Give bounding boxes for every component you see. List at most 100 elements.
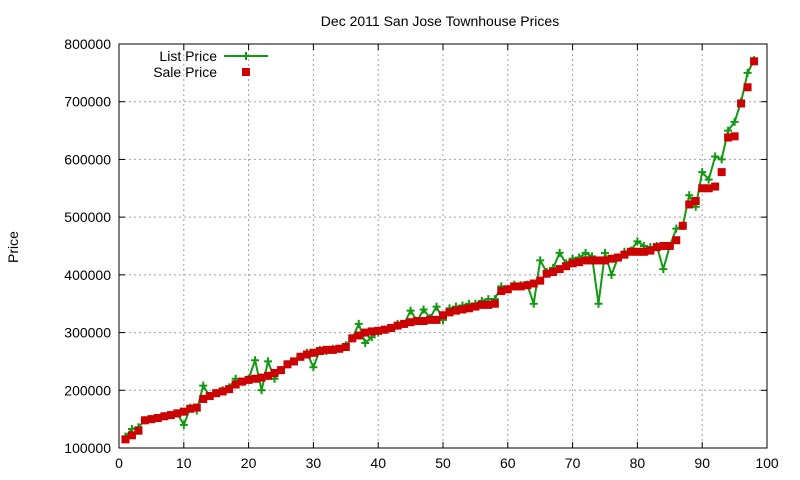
x-tick-label: 10: [176, 455, 192, 471]
x-tick-label: 40: [370, 455, 386, 471]
sale-price-point: [413, 317, 422, 326]
sale-price-point: [192, 403, 201, 412]
list-price-point: [309, 363, 318, 372]
sale-price-point: [594, 256, 603, 265]
sale-price-point: [724, 133, 733, 142]
sale-price-point: [244, 375, 253, 384]
legend-label-list-price: List Price: [159, 48, 217, 64]
sale-price-point: [484, 300, 493, 309]
list-price-point: [711, 152, 720, 161]
sale-price-point: [367, 327, 376, 336]
sale-price-point: [477, 300, 486, 309]
sale-price-point: [348, 334, 357, 343]
list-price-point: [581, 248, 590, 257]
x-tick-label: 20: [241, 455, 257, 471]
list-price-point: [601, 248, 609, 257]
sale-price-point: [646, 246, 655, 255]
sale-price-point: [283, 360, 292, 369]
sale-price-point: [698, 184, 707, 193]
sale-price-point: [419, 317, 428, 326]
legend-marker-list-price: [242, 52, 250, 60]
list-price-point: [419, 305, 428, 314]
sale-price-point: [717, 168, 726, 177]
sale-price-point: [581, 256, 590, 265]
sale-price-point: [426, 315, 435, 324]
sale-price-point: [264, 371, 273, 380]
sale-price-point: [685, 200, 694, 209]
sale-price-point: [400, 319, 409, 328]
y-tick-label: 200000: [64, 382, 111, 398]
sale-price-point: [451, 306, 460, 315]
sale-price-point: [140, 416, 149, 425]
sale-price-point: [121, 435, 130, 444]
sale-price-point: [639, 247, 648, 256]
x-tick-label: 100: [755, 455, 779, 471]
list-price-point: [555, 248, 564, 257]
series-sale-price: [121, 57, 759, 444]
legend-marker-sale-price: [242, 68, 250, 76]
sale-price-point: [555, 265, 564, 274]
sale-price-point: [711, 182, 720, 191]
sale-price-point: [374, 326, 383, 335]
y-axis-label: Price: [5, 231, 21, 263]
sale-price-point: [199, 394, 208, 403]
y-tick-label: 600000: [64, 151, 111, 167]
legend: List Price Sale Price: [153, 48, 268, 80]
sale-price-point: [134, 426, 143, 435]
y-tick-label: 100000: [64, 440, 111, 456]
sale-price-point: [296, 352, 305, 361]
sale-price-point: [743, 83, 752, 92]
sale-price-point: [730, 132, 739, 141]
sale-price-point: [309, 348, 318, 357]
sale-price-point: [510, 282, 519, 291]
sale-price-point: [613, 253, 622, 262]
list-price-point: [743, 68, 752, 77]
legend-label-sale-price: Sale Price: [153, 64, 217, 80]
sale-price-point: [575, 258, 584, 267]
x-tick-label: 60: [500, 455, 516, 471]
sale-price-point: [205, 392, 214, 401]
x-tick-label: 30: [306, 455, 322, 471]
sale-price-point: [750, 57, 759, 66]
sale-price-point: [445, 308, 454, 317]
sale-price-point: [153, 413, 162, 422]
list-price-point: [179, 420, 188, 429]
sale-price-point: [212, 389, 221, 398]
list-price-point: [717, 155, 726, 164]
sale-price-point: [536, 276, 545, 285]
sale-price-point: [439, 311, 447, 320]
sale-price-point: [432, 315, 441, 324]
sale-price-point: [665, 242, 674, 250]
sale-price-point: [691, 196, 700, 205]
sale-price-point: [270, 368, 279, 377]
sale-price-point: [322, 345, 331, 354]
list-price-point: [704, 175, 713, 184]
list-price-point: [251, 356, 260, 365]
sale-price-point: [601, 256, 609, 265]
plot-frame: [118, 43, 768, 449]
list-price-point: [432, 302, 441, 311]
sale-price-point: [516, 282, 525, 291]
sale-price-point: [257, 373, 266, 382]
y-tick-label: 500000: [64, 209, 111, 225]
list-price-point: [724, 126, 733, 135]
sale-price-point: [289, 357, 298, 366]
list-price-point: [529, 299, 538, 308]
sale-price-point: [179, 407, 188, 416]
sale-price-point: [652, 243, 661, 252]
sale-price-point: [147, 415, 156, 424]
sale-price-point: [529, 279, 538, 288]
sale-price-point: [127, 431, 136, 440]
sale-price-point: [659, 242, 668, 250]
sale-price-point: [186, 404, 195, 413]
sale-price-point: [588, 256, 597, 265]
list-price-point: [685, 191, 694, 200]
sale-price-point: [607, 254, 616, 263]
list-price-point: [354, 319, 363, 328]
sale-price-point: [302, 350, 311, 359]
sale-price-point: [354, 331, 363, 340]
sale-price-point: [406, 318, 415, 327]
list-price-point: [659, 265, 668, 274]
list-price-point: [633, 237, 642, 246]
